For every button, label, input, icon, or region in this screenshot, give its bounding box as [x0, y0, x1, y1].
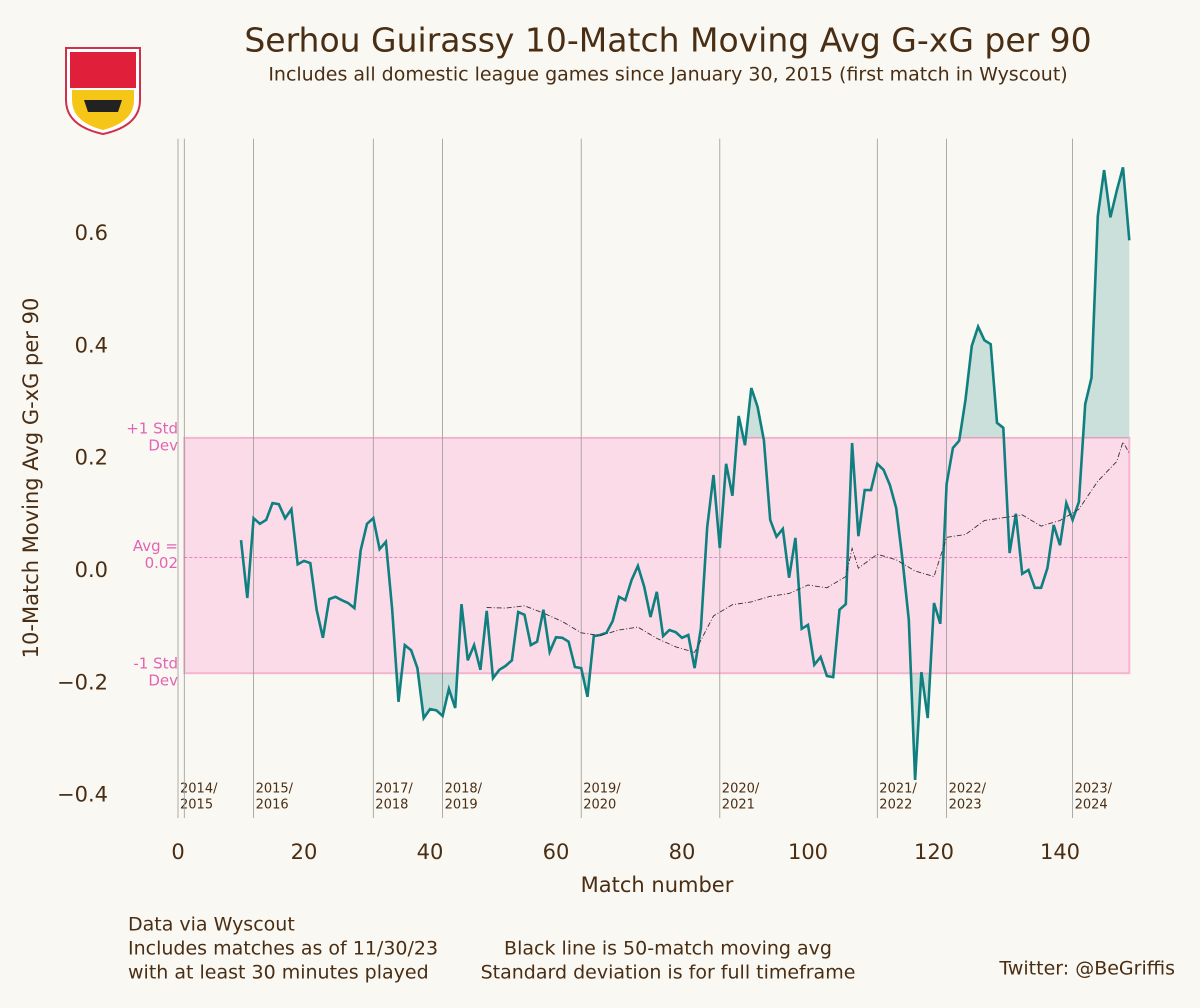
x-tick-label: 80 — [669, 840, 696, 864]
std-upper-label: +1 Std — [126, 419, 178, 437]
club-logo — [65, 47, 141, 136]
y-tick-label: −0.2 — [57, 670, 108, 694]
std-upper-label: Dev — [148, 436, 178, 454]
season-label: 2015/ — [256, 782, 294, 797]
season-label: 2024 — [1075, 798, 1108, 813]
season-label: 2018 — [375, 798, 408, 813]
x-tick-label: 20 — [291, 840, 318, 864]
y-axis-label: 10-Match Moving Avg G-xG per 90 — [19, 298, 43, 659]
footnote: Data via Wyscout — [128, 914, 295, 936]
season-label: 2020/ — [722, 782, 760, 797]
y-tick-label: 0.0 — [75, 558, 108, 582]
season-label: 2021 — [722, 798, 755, 813]
x-tick-label: 100 — [788, 840, 828, 864]
std-band — [183, 436, 1131, 675]
season-label: 2023 — [949, 798, 982, 813]
y-tick-label: 0.2 — [75, 446, 108, 470]
chart-subtitle: Includes all domestic league games since… — [268, 64, 1067, 86]
season-label: 2023/ — [1075, 782, 1113, 797]
x-tick-label: 140 — [1040, 840, 1080, 864]
x-tick-label: 0 — [171, 840, 184, 864]
season-label: 2018/ — [445, 782, 483, 797]
season-label: 2021/ — [879, 782, 917, 797]
season-label: 2016 — [256, 798, 289, 813]
season-label: 2022 — [879, 798, 912, 813]
season-label: 2017/ — [375, 782, 413, 797]
season-label: 2022/ — [949, 782, 987, 797]
x-tick-label: 60 — [543, 840, 570, 864]
y-tick-label: −0.4 — [57, 783, 108, 807]
std-lower-label: -1 Std — [133, 655, 178, 673]
y-tick-label: 0.6 — [75, 221, 108, 245]
x-tick-label: 120 — [914, 840, 954, 864]
y-tick-label: 0.4 — [75, 333, 108, 357]
chart-title: Serhou Guirassy 10-Match Moving Avg G-xG… — [244, 21, 1091, 60]
season-label: 2019/ — [583, 782, 621, 797]
moving-avg-10-line — [239, 166, 1131, 780]
mean-label: Avg = — [133, 537, 178, 555]
footnote: Includes matches as of 11/30/23 — [128, 938, 438, 960]
x-axis-label: Match number — [581, 873, 734, 897]
season-label: 2015 — [180, 798, 213, 813]
season-label: 2019 — [445, 798, 478, 813]
footnote: Standard deviation is for full timeframe — [481, 962, 856, 984]
x-tick-label: 40 — [417, 840, 444, 864]
credit: Twitter: @BeGriffis — [998, 958, 1175, 980]
mean-label: 0.02 — [145, 554, 178, 572]
footnote: with at least 30 minutes played — [128, 962, 429, 984]
season-label: 2020 — [583, 798, 616, 813]
season-label: 2014/ — [180, 782, 218, 797]
moving-avg-50-line — [486, 440, 1130, 653]
footnote: Black line is 50-match moving avg — [504, 938, 832, 960]
std-lower-label: Dev — [148, 672, 178, 690]
